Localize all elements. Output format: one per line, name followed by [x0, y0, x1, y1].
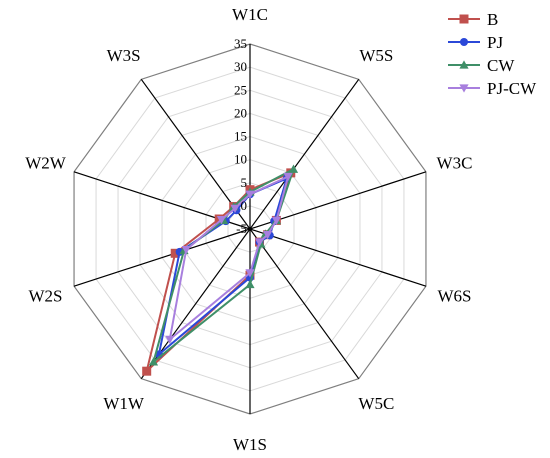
- point-PJ-CW-W2W: [216, 216, 227, 225]
- legend-label-CW: CW: [487, 56, 515, 75]
- legend-marker-PJ-CW: [459, 84, 469, 93]
- point-PJ-CW-W1S: [245, 269, 255, 278]
- legend-item-PJ: PJ: [448, 33, 503, 52]
- legend-marker-CW: [459, 60, 469, 69]
- category-labels: W1C W5S W3C W6S W5C W1S W1W W2S W2W W3S: [25, 5, 472, 454]
- tick-label-4: 15: [234, 129, 247, 144]
- point-PJ-CW-W3S: [230, 204, 240, 214]
- category-label-W6S: W6S: [437, 286, 471, 305]
- legend: B PJ CW PJ-CW: [448, 10, 537, 98]
- point-PJ-CW-W3C: [271, 216, 281, 226]
- category-label-W1W: W1W: [103, 394, 145, 413]
- category-label-W5C: W5C: [358, 394, 394, 413]
- category-label-W5S: W5S: [359, 46, 393, 65]
- tick-label-0: -5: [236, 221, 247, 236]
- point-PJ-CW-W5S: [283, 172, 293, 182]
- tick-label-5: 20: [234, 105, 247, 120]
- point-CW-W1W: [148, 357, 159, 366]
- tick-label-1: 0: [241, 198, 248, 213]
- legend-label-B: B: [487, 10, 498, 29]
- point-CW-W1S: [245, 279, 255, 289]
- legend-marker-PJ: [460, 38, 468, 46]
- point-CW-W5S: [288, 164, 299, 173]
- legend-item-PJ-CW: PJ-CW: [448, 79, 537, 98]
- category-label-W3S: W3S: [107, 46, 141, 65]
- tick-label-3: 10: [234, 152, 247, 167]
- point-PJ-CW-W5C: [254, 238, 265, 247]
- category-label-W1S: W1S: [233, 435, 267, 454]
- point-PJ-CW-W2S: [181, 246, 191, 255]
- legend-item-B: B: [448, 10, 498, 29]
- legend-item-CW: CW: [448, 56, 515, 75]
- point-PJ-CW-W6S: [262, 231, 273, 240]
- series-PJ-CW: [165, 172, 293, 344]
- point-B-W1W: [142, 366, 152, 376]
- spoke-W6S: [249, 228, 427, 287]
- radial-tick-labels: -5 0 5 10 15 20 25 30 35: [234, 36, 247, 236]
- legend-label-PJ-CW: PJ-CW: [487, 79, 537, 98]
- tick-label-7: 30: [234, 59, 247, 74]
- legend-marker-B: [459, 14, 469, 24]
- spoke-W5C: [249, 228, 360, 380]
- legend-label-PJ: PJ: [487, 33, 503, 52]
- category-label-W2W: W2W: [25, 154, 67, 173]
- tick-label-8: 35: [234, 36, 247, 51]
- spoke-W5S: [249, 78, 360, 230]
- spoke-W2S: [73, 228, 251, 287]
- category-label-W2S: W2S: [29, 286, 63, 305]
- point-PJ-CW-W1C: [245, 190, 255, 199]
- tick-label-6: 25: [234, 82, 247, 97]
- point-PJ-CW-W1W: [165, 335, 175, 344]
- category-label-W1C: W1C: [232, 5, 268, 24]
- tick-label-2: 5: [241, 175, 248, 190]
- radar-series-group: [142, 164, 299, 376]
- category-label-W3C: W3C: [437, 154, 473, 173]
